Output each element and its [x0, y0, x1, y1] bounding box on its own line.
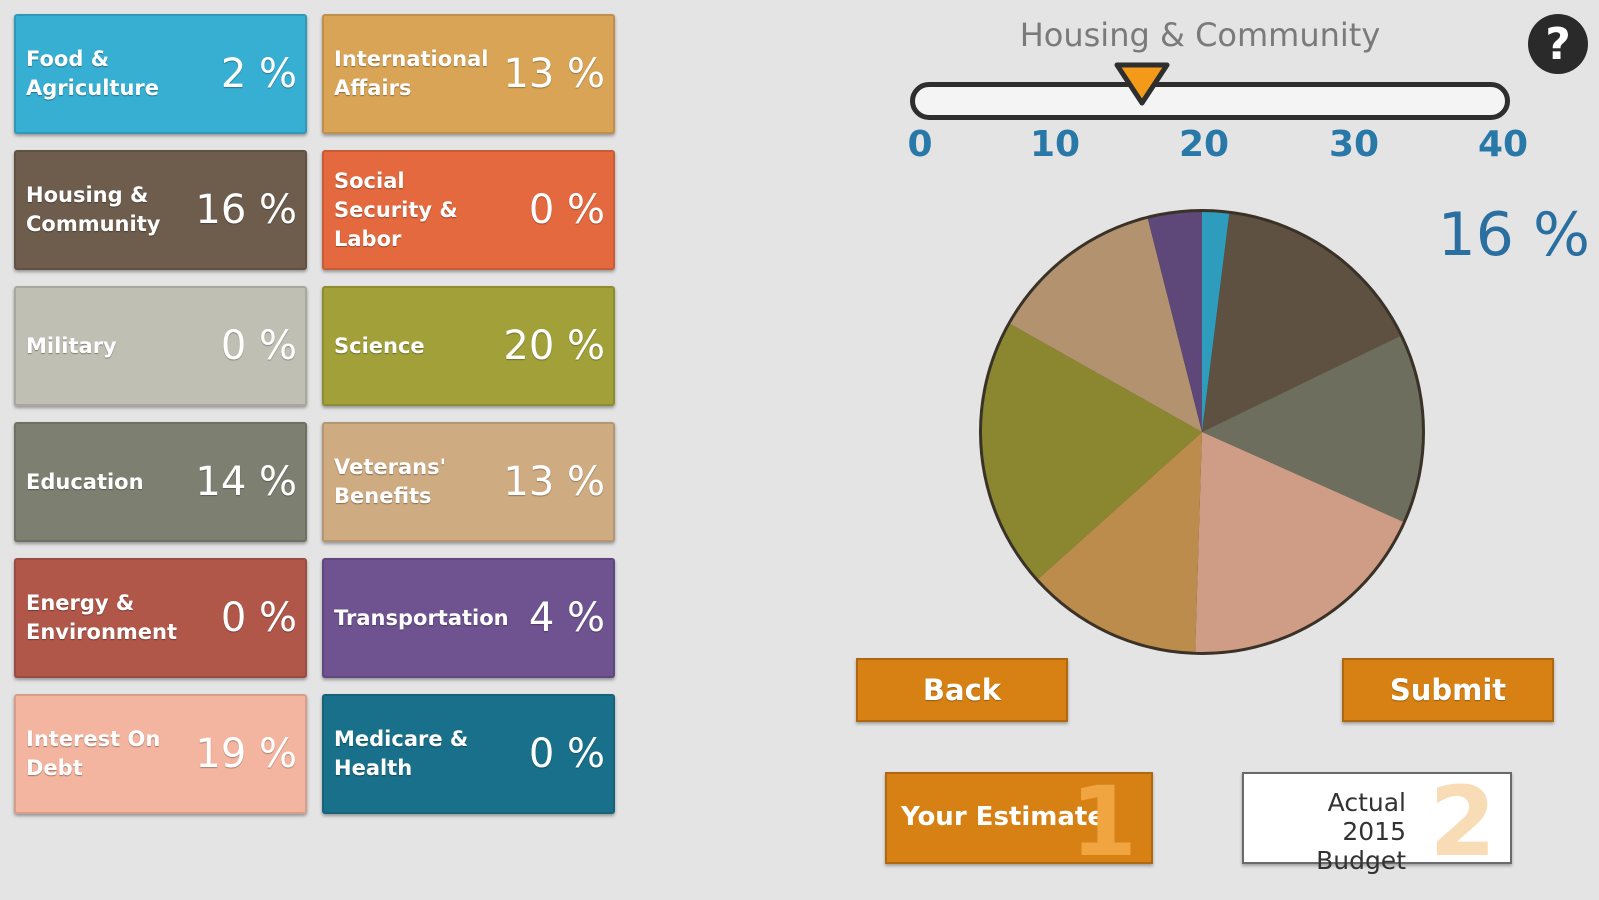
pie-slice	[1202, 212, 1230, 432]
tile-value: 14 %	[195, 459, 297, 505]
slider-tick-label: 10	[1029, 124, 1081, 165]
pie-slice	[1010, 218, 1202, 432]
your-estimate-label: Your Estimate	[901, 802, 1105, 832]
slider-tick-label: 40	[1477, 124, 1529, 165]
tile-label: Social Security & Labor	[334, 168, 458, 251]
tile-label: Medicare & Health	[334, 727, 469, 780]
tile-value: 19 %	[195, 731, 297, 777]
help-button[interactable]: ?	[1528, 14, 1588, 74]
tile-label: Veterans' Benefits	[334, 455, 447, 508]
tile-value: 0 %	[528, 731, 605, 777]
pie-slice	[1147, 212, 1202, 432]
tile-international-affairs[interactable]: International Affairs 13 %	[322, 14, 615, 134]
tile-label: Education	[26, 469, 144, 494]
slider-tick-label: 30	[1328, 124, 1380, 165]
tile-science[interactable]: Science 20 %	[322, 286, 615, 406]
tile-value: 20 %	[503, 323, 605, 369]
tile-value: 2 %	[220, 51, 297, 97]
tile-value: 0 %	[220, 595, 297, 641]
submit-button[interactable]: Submit	[1342, 658, 1554, 722]
tile-interest-on-debt[interactable]: Interest On Debt 19 %	[14, 694, 307, 814]
tile-education[interactable]: Education 14 %	[14, 422, 307, 542]
actual-budget-tab[interactable]: Actual 2015 Budget 2	[1242, 766, 1512, 878]
slider-track[interactable]	[910, 82, 1510, 120]
tile-label: Food & Agriculture	[26, 47, 160, 100]
tile-label: Science	[334, 333, 425, 358]
pie-slice	[982, 323, 1202, 579]
tile-transportation[interactable]: Transportation 4 %	[322, 558, 615, 678]
tile-value: 0 %	[220, 323, 297, 369]
tile-veterans-benefits[interactable]: Veterans' Benefits 13 %	[322, 422, 615, 542]
selected-percent: 16 %	[1437, 200, 1590, 270]
tile-military[interactable]: Military 0 %	[14, 286, 307, 406]
tile-label: Housing & Community	[26, 183, 161, 236]
actual-budget-label: Actual 2015 Budget	[1316, 788, 1406, 875]
tile-social-security-labor[interactable]: Social Security & Labor 0 %	[322, 150, 615, 270]
tile-label: Interest On Debt	[26, 727, 161, 780]
tile-medicare-health[interactable]: Medicare & Health 0 %	[322, 694, 615, 814]
question-mark-icon: ?	[1545, 18, 1571, 70]
pie-slice	[1202, 336, 1422, 522]
category-grid: Food & Agriculture 2 % International Aff…	[14, 14, 615, 814]
tile-food-agriculture[interactable]: Food & Agriculture 2 %	[14, 14, 307, 134]
tile-value: 16 %	[195, 187, 297, 233]
tile-label: Military	[26, 333, 117, 358]
your-estimate-number: 1	[1070, 766, 1137, 878]
budget-pie-chart	[979, 209, 1425, 655]
slider-thumb[interactable]	[1114, 62, 1170, 106]
actual-budget-number: 2	[1429, 766, 1496, 878]
tile-label: Transportation	[334, 605, 509, 630]
tile-housing-community[interactable]: Housing & Community 16 %	[14, 150, 307, 270]
back-button[interactable]: Back	[856, 658, 1068, 722]
tile-value: 4 %	[528, 595, 605, 641]
slider-title: Housing & Community	[1019, 16, 1381, 54]
tile-value: 13 %	[503, 51, 605, 97]
tile-value: 0 %	[528, 187, 605, 233]
pie-slice	[1038, 432, 1202, 652]
pie-slice	[1195, 432, 1403, 652]
pie-slice	[1202, 213, 1401, 432]
tile-label: International Affairs	[334, 47, 489, 100]
slider-tick-label: 0	[907, 124, 933, 165]
tile-label: Energy & Environment	[26, 591, 178, 644]
slider-tick-label: 20	[1178, 124, 1230, 165]
your-estimate-tab[interactable]: Your Estimate 1	[885, 766, 1153, 878]
tile-value: 13 %	[503, 459, 605, 505]
tile-energy-environment[interactable]: Energy & Environment 0 %	[14, 558, 307, 678]
